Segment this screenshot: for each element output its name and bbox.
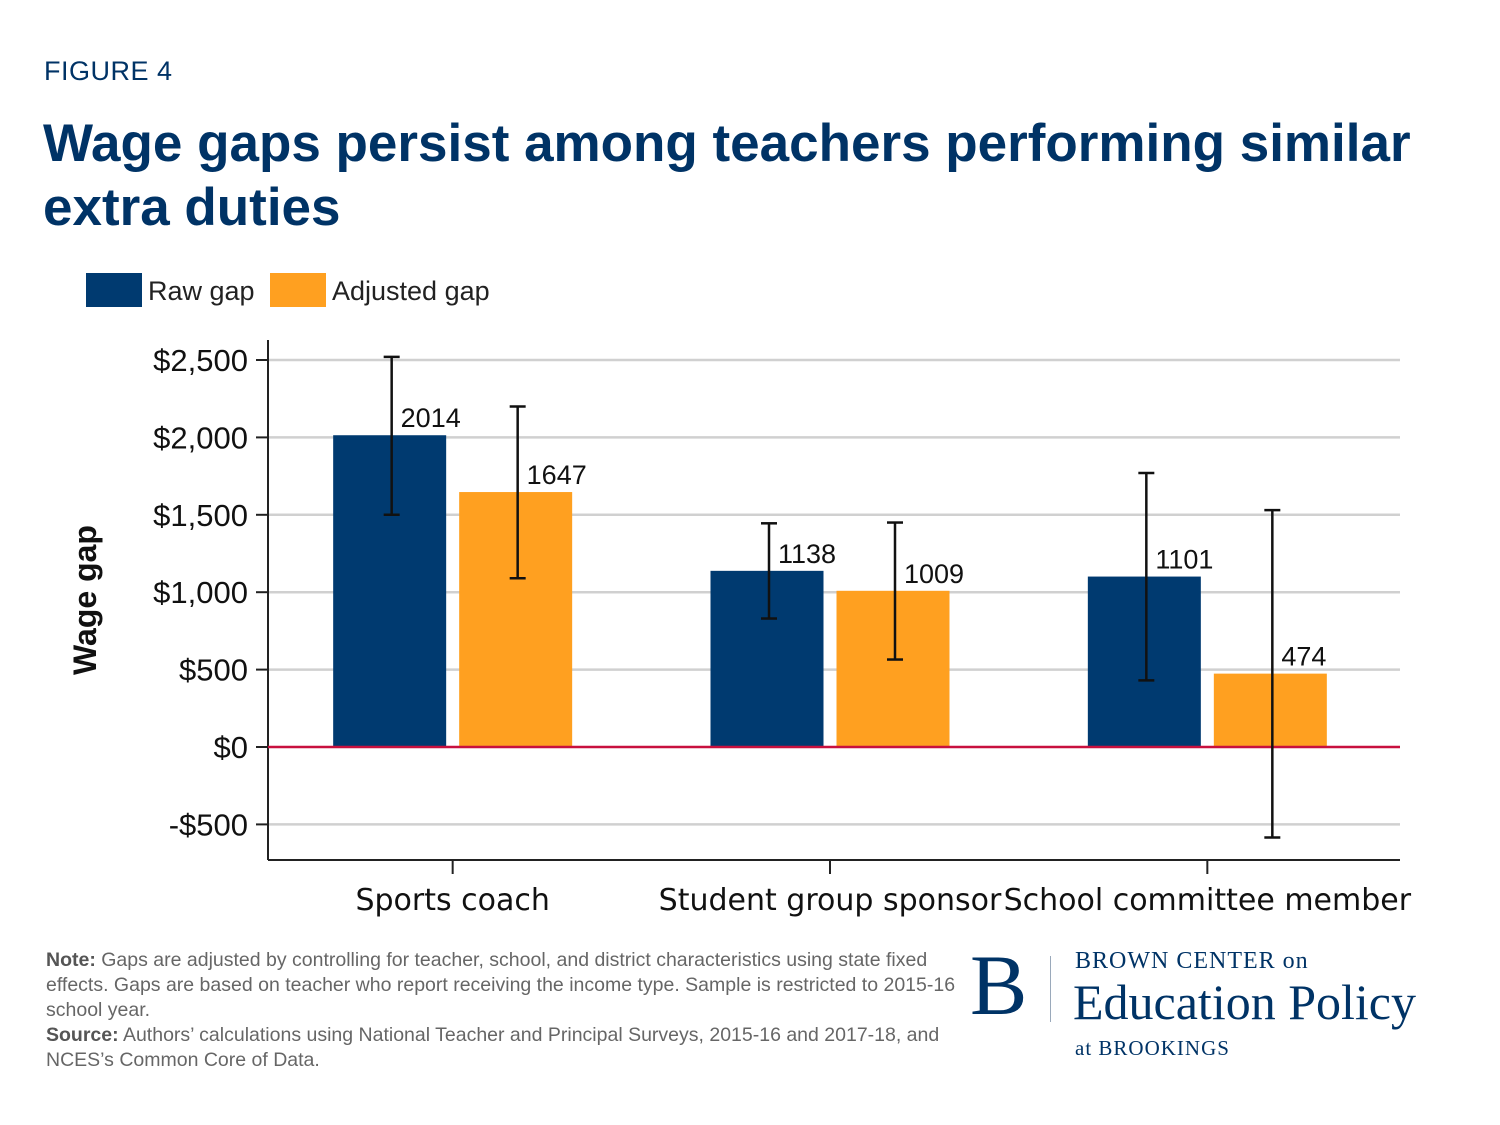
value-label: 1101 [1155, 545, 1213, 575]
x-tick-label: Sports coach [355, 883, 549, 918]
chart-notes: Note: Gaps are adjusted by controlling f… [46, 948, 956, 1073]
logo-line-3: at BROOKINGS [1075, 1036, 1230, 1060]
y-tick-label: $0 [214, 730, 248, 765]
y-axis: -$500 $0 $500 $1,000 $1,500 $2,000 $2,500 Wage … [67, 340, 269, 860]
value-label: 474 [1281, 642, 1326, 672]
bar-raw-1 [710, 570, 824, 747]
bar-chart: Raw gap Adjusted gap -$500 $0 $500 $1,000 $1,… [67, 273, 1412, 918]
source-paragraph: Source: Authors’ calculations using Nati… [46, 1023, 956, 1073]
y-tick-label: $1,500 [153, 498, 248, 533]
value-label: 1009 [904, 559, 964, 589]
value-label: 2014 [401, 403, 461, 433]
brookings-logo: B BROWN CENTER on Education Policy at BR… [970, 940, 1470, 1074]
value-label: 1647 [527, 460, 587, 490]
chart-gridlines [268, 358, 1400, 826]
y-tick-label: $500 [179, 653, 248, 688]
bar-adjusted-1 [836, 590, 950, 747]
y-tick-label: $2,500 [153, 343, 248, 378]
source-text: Authors’ calculations using National Tea… [46, 1024, 940, 1071]
logo-divider [1050, 956, 1051, 1022]
x-tick-label: School committee member [1004, 883, 1412, 918]
y-axis-label: Wage gap [67, 525, 103, 675]
figure-label: FIGURE 4 [44, 56, 173, 86]
legend-label-0: Raw gap [148, 276, 255, 306]
chart-error-bars [383, 355, 1281, 839]
bar-raw-0 [333, 435, 447, 747]
chart-legend: Raw gap Adjusted gap [86, 273, 490, 307]
bar-adjusted-0 [459, 492, 573, 747]
bar-raw-2 [1087, 576, 1201, 747]
logo-letter: B [970, 937, 1028, 1033]
x-axis: Sports coach Student group sponsor School … [268, 859, 1412, 918]
note-label: Note: [46, 949, 96, 971]
chart-value-labels: 2014 1647 1138 1009 1101 474 [401, 403, 1327, 671]
legend-swatch-1 [270, 273, 326, 307]
legend-swatch-0 [86, 273, 142, 307]
chart-bars [333, 435, 1327, 747]
legend-label-1: Adjusted gap [332, 276, 490, 306]
bar-adjusted-2 [1213, 673, 1327, 747]
logo-line-1: BROWN CENTER on [1075, 948, 1309, 974]
logo-line-2: Education Policy [1073, 974, 1416, 1030]
chart-title: Wage gaps persist among teachers perform… [43, 114, 1411, 237]
note-paragraph: Note: Gaps are adjusted by controlling f… [46, 948, 956, 1023]
y-tick-label: -$500 [169, 807, 248, 842]
y-tick-label: $1,000 [153, 575, 248, 610]
source-label: Source: [46, 1024, 119, 1046]
y-tick-label: $2,000 [153, 420, 248, 455]
value-label: 1138 [778, 539, 836, 569]
note-text: Gaps are adjusted by controlling for tea… [46, 949, 956, 1021]
x-tick-label: Student group sponsor [659, 883, 1002, 918]
